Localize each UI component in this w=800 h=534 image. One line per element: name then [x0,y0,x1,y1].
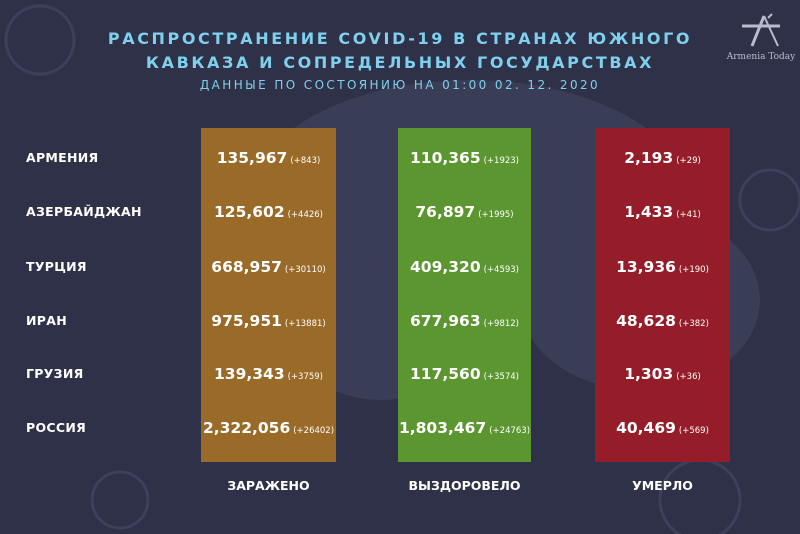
deaths-delta: (+29) [676,156,701,166]
deaths-column-background [595,128,730,462]
deaths-cell: 1,303 (+36) [595,364,730,387]
column-header-infected: ЗАРАЖЕНО [227,478,310,493]
infected-column-background [201,128,336,462]
infected-delta: (+30110) [284,265,326,275]
infected-value: 125,602 [214,203,285,221]
infected-value: 975,951 [211,312,282,330]
column-header-recovered: ВЫЗДОРОВЕЛО [408,478,521,493]
deaths-delta: (+569) [678,426,709,436]
deaths-delta: (+41) [676,210,701,220]
deaths-delta: (+36) [676,372,701,382]
infected-value: 668,957 [211,258,282,276]
recovered-value: 117,560 [410,365,481,383]
infected-cell: 125,602 (+4426) [201,202,336,225]
deaths-cell: 1,433 (+41) [595,202,730,225]
infected-delta: (+4426) [287,210,323,220]
deaths-value: 1,433 [624,203,674,221]
country-label: ГРУЗИЯ [26,366,84,381]
recovered-delta: (+1923) [483,156,519,166]
deaths-value: 40,469 [616,419,676,437]
title-line-2: КАВКАЗА И СОПРЕДЕЛЬНЫХ ГОСУДАРСТВАХ [145,53,655,72]
infected-delta: (+843) [290,156,321,166]
infected-cell: 139,343 (+3759) [201,364,336,387]
infected-delta: (+3759) [287,372,323,382]
recovered-delta: (+3574) [483,372,519,382]
infected-value: 139,343 [214,365,285,383]
recovered-delta: (+4593) [483,265,519,275]
deaths-cell: 2,193 (+29) [595,148,730,171]
deaths-value: 13,936 [616,258,676,276]
infected-delta: (+13881) [284,319,326,329]
recovered-cell: 110,365 (+1923) [398,148,531,171]
recovered-value: 110,365 [410,149,481,167]
infected-value: 135,967 [216,149,288,167]
recovered-value: 1,803,467 [398,419,487,437]
infected-value: 2,322,056 [202,419,291,437]
recovered-cell: 409,320 (+4593) [398,257,531,280]
infected-delta: (+26402) [293,426,335,436]
recovered-column-background [398,128,531,462]
deaths-cell: 48,628 (+382) [595,311,730,334]
infected-cell: 2,322,056 (+26402) [201,418,336,441]
recovered-value: 677,963 [410,312,481,330]
deaths-delta: (+190) [678,265,709,275]
deaths-cell: 13,936 (+190) [595,257,730,280]
deaths-cell: 40,469 (+569) [595,418,730,441]
armenia-today-logo: Armenia Today [722,12,800,72]
country-label: ИРАН [26,313,67,328]
recovered-cell: 1,803,467 (+24763) [398,418,531,441]
column-header-deaths: УМЕРЛО [632,478,693,493]
deaths-value: 2,193 [624,149,674,167]
recovered-delta: (+24763) [489,426,531,436]
recovered-delta: (+1995) [478,210,514,220]
country-label: АЗЕРБАЙДЖАН [26,204,142,219]
recovered-value: 76,897 [415,203,476,221]
infected-cell: 975,951 (+13881) [201,311,336,334]
country-label: АРМЕНИЯ [26,150,99,165]
recovered-cell: 117,560 (+3574) [398,364,531,387]
recovered-cell: 76,897 (+1995) [398,202,531,225]
subtitle-date: ДАННЫЕ ПО СОСТОЯНИЮ НА 01:00 02. 12. 202… [199,78,601,92]
deaths-delta: (+382) [678,319,709,329]
country-label: ТУРЦИЯ [26,259,87,274]
recovered-delta: (+9812) [483,319,519,329]
logo-text: Armenia Today [726,52,796,62]
title-line-1: РАСПРОСТРАНЕНИЕ COVID-19 В СТРАНАХ ЮЖНОГ… [107,29,693,48]
country-label: РОССИЯ [26,420,87,435]
infected-cell: 668,957 (+30110) [201,257,336,280]
logo-mark-icon [742,13,780,47]
deaths-value: 1,303 [624,365,674,383]
recovered-value: 409,320 [410,258,481,276]
infected-cell: 135,967 (+843) [201,148,336,171]
recovered-cell: 677,963 (+9812) [398,311,531,334]
deaths-value: 48,628 [616,312,676,330]
